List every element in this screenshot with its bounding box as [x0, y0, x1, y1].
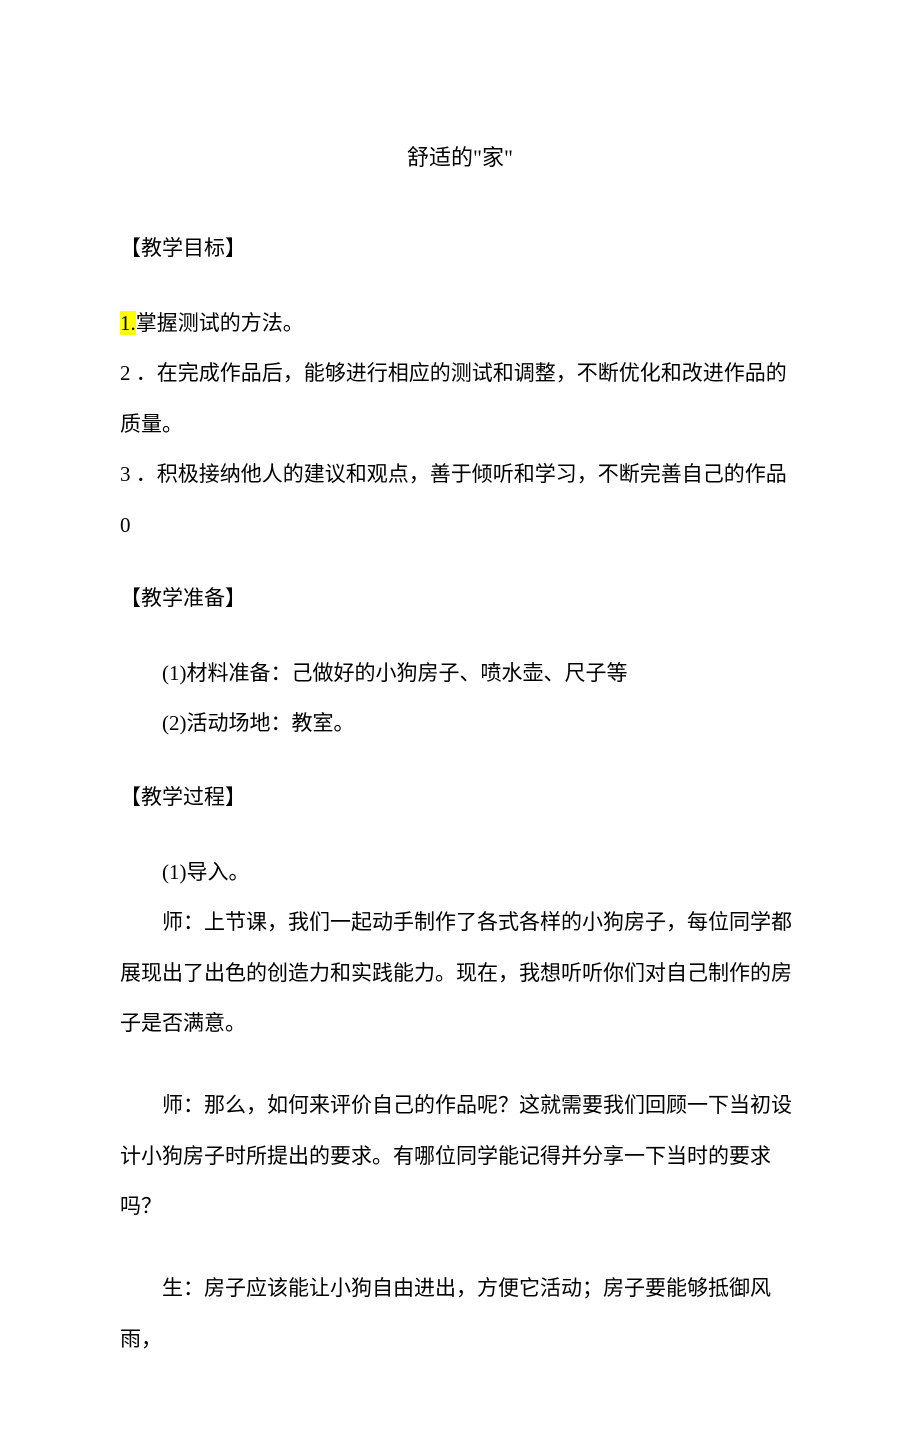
prep-item-1: (1)材料准备：己做好的小狗房子、喷水壶、尺子等	[120, 648, 800, 698]
document-page: 舒适的"家" 【教学目标】 1.掌握测试的方法。 2 ．在完成作品后，能够进行相…	[0, 0, 920, 1444]
goal-item-2: 2 ．在完成作品后，能够进行相应的测试和调整，不断优化和改进作品的质量。	[120, 348, 800, 449]
process-p4: 生：房子应该能让小狗自由进出，方便它活动；房子要能够抵御风雨，	[120, 1263, 800, 1364]
process-p2: 师：上节课，我们一起动手制作了各式各样的小狗房子，每位同学都展现出了出色的创造力…	[120, 897, 800, 1048]
goal-item-3: 3 ．积极接纳他人的建议和观点，善于倾听和学习，不断完善自己的作品	[120, 449, 800, 499]
goal-item-1-text: 掌握测试的方法。	[136, 311, 304, 335]
goal-item-3-tail: 0	[120, 500, 800, 550]
section-heading-goals: 【教学目标】	[120, 232, 800, 262]
section-heading-prep: 【教学准备】	[120, 582, 800, 612]
goal-item-1: 1.掌握测试的方法。	[120, 298, 800, 348]
process-p3: 师：那么，如何来评价自己的作品呢？这就需要我们回顾一下当初设计小狗房子时所提出的…	[120, 1080, 800, 1231]
document-title: 舒适的"家"	[120, 140, 800, 172]
highlight-number: 1.	[120, 311, 136, 335]
process-p1: (1)导入。	[120, 847, 800, 897]
section-heading-process: 【教学过程】	[120, 781, 800, 811]
prep-item-2: (2)活动场地：教室。	[120, 698, 800, 748]
